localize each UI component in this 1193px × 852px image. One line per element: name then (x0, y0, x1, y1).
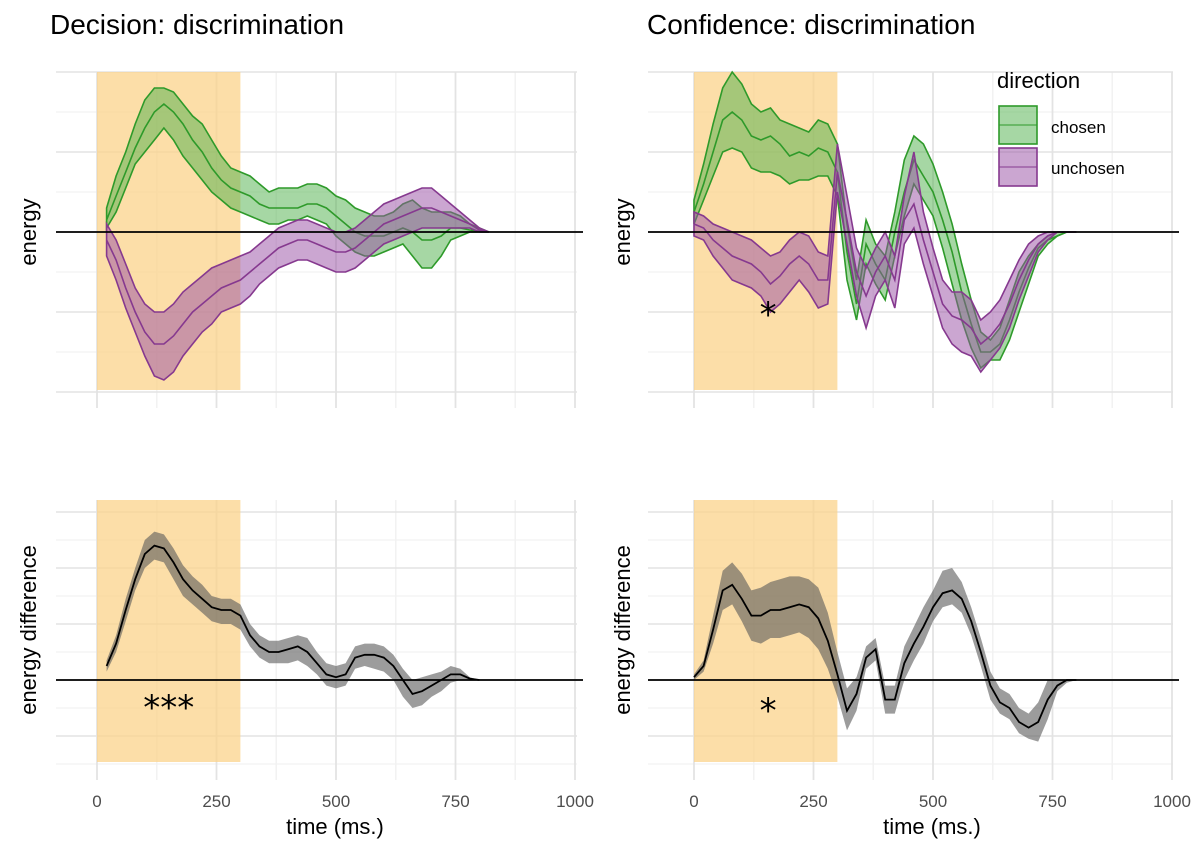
x-tick-label: 1000 (556, 792, 594, 811)
panel-confidence-energy: Confidence: discrimination energy * (610, 9, 1179, 408)
panel-decision-difference: energy difference time (ms.) 0 250 500 750 1… (16, 500, 594, 839)
significance-marker: * (760, 691, 777, 731)
y-axis-label-decision-difference: energy difference (16, 545, 41, 715)
significance-marker: * (760, 295, 777, 335)
legend-label-chosen: chosen (1051, 118, 1106, 137)
legend: direction chosen unchosen (997, 68, 1125, 186)
panel-title-decision: Decision: discrimination (50, 9, 344, 40)
significance-marker: *** (143, 688, 194, 728)
plot-area-confidence-difference: 0 250 500 750 1000 * (648, 500, 1191, 811)
x-tick-label: 750 (441, 792, 469, 811)
x-tick-label: 750 (1038, 792, 1066, 811)
x-tick-label: 0 (92, 792, 101, 811)
x-axis-label-decision: time (ms.) (286, 814, 384, 839)
panel-title-confidence: Confidence: discrimination (647, 9, 975, 40)
y-axis-label-confidence: energy (610, 198, 635, 265)
y-axis-label-confidence-difference: energy difference (610, 545, 635, 715)
legend-title: direction (997, 68, 1080, 93)
x-tick-label: 500 (322, 792, 350, 811)
legend-label-unchosen: unchosen (1051, 159, 1125, 178)
panel-decision-energy: Decision: discrimination energy (16, 9, 583, 408)
panel-confidence-difference: energy difference time (ms.) 0 250 500 750 1… (610, 500, 1191, 839)
x-tick-label: 500 (919, 792, 947, 811)
x-tick-label: 250 (202, 792, 230, 811)
y-axis-label-decision: energy (16, 198, 41, 265)
plot-area-decision-difference: 0 250 500 750 1000 *** (56, 500, 594, 811)
plot-area-decision-energy (56, 72, 583, 408)
x-tick-label: 1000 (1153, 792, 1191, 811)
x-tick-label: 0 (689, 792, 698, 811)
x-axis-label-confidence: time (ms.) (883, 814, 981, 839)
x-tick-label: 250 (799, 792, 827, 811)
